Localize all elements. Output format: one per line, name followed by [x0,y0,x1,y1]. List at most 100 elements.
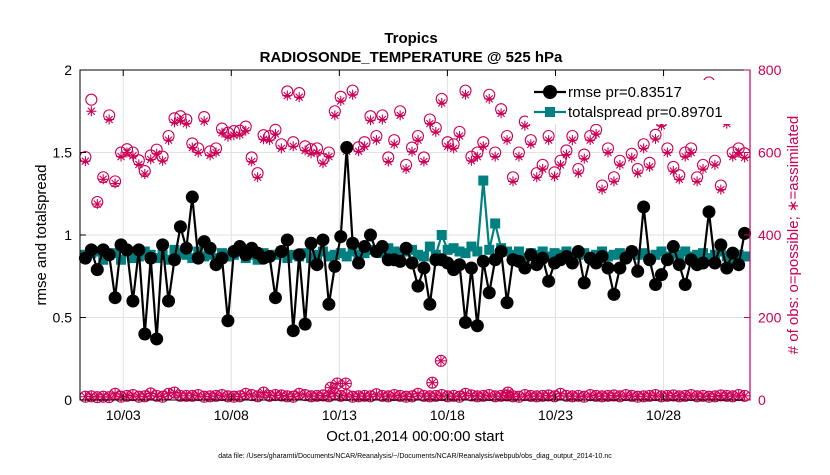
obs-assimilated-point [519,120,530,131]
rmse-point [470,319,484,333]
obs-assimilated-point [353,146,364,157]
totalspread-point [347,246,358,257]
rmse-point [132,243,146,257]
rmse-point [643,253,657,267]
obs-assimilated-extra-point [502,387,513,398]
totalspread-point [127,253,138,264]
obs-assimilated-low-point [686,390,697,401]
rmse-point [144,251,158,265]
obs-assimilated-low-point [650,390,661,401]
legend-spread-marker [545,107,555,117]
rmse-point [482,286,496,300]
rmse-point [696,256,710,270]
totalspread-point [656,246,667,257]
obs-assimilated-point [133,159,144,170]
rmse-layer [78,141,752,346]
totalspread-point [650,249,661,260]
obs-assimilated-point [662,147,673,158]
obs-assimilated-point [727,151,738,162]
totalspread-point [632,249,643,260]
rmse-point [84,243,98,257]
obs-assimilated-point [531,172,542,183]
rmse-point [126,294,140,308]
obs-assimilated-point [626,152,637,163]
totalspread-point [448,243,459,254]
totalspread-point [175,248,186,259]
obs-possible-extra-point [434,354,447,367]
obs-assimilated-point [573,168,584,179]
obs-assimilated-point [632,168,643,179]
x-tick-label: 10/18 [430,407,465,423]
totalspread-point [513,246,524,257]
totalspread-point [739,251,750,262]
rmse-point [702,205,716,219]
rmse-point [179,241,193,255]
rmse-point [417,261,431,275]
rmse-point [363,228,377,242]
legend-rmse-label: rmse pr=0.83517 [568,84,682,101]
totalspread-point [341,251,352,262]
obs-assimilated-point [507,176,518,187]
obs-assimilated-point [698,164,709,174]
obs-assimilated-point [294,92,305,103]
legend-rmse-marker [543,85,557,99]
obs-assimilated-point [418,156,429,167]
totalspread-point [472,246,483,257]
obs-assimilated-point [561,149,572,160]
obs-assimilated-low-point [300,390,311,401]
rmse-point [150,332,164,346]
obs-assimilated-point [389,139,400,150]
totalspread-point [116,254,127,265]
rmse-point [536,251,550,265]
y-tick-label-left: 1 [64,227,72,243]
obs-assimilated-extra-point [435,355,446,366]
rmse-point [542,274,556,288]
y-tick-label-left: 0 [64,392,72,408]
totalspread-point [490,218,501,229]
rmse-point [304,236,318,250]
rmse-point [340,141,354,155]
obs-assimilated-point [466,155,477,166]
rmse-point [292,248,306,262]
obs-assimilated-point [383,156,394,167]
obs-assimilated-point [401,164,412,174]
rmse-point [714,238,728,252]
obs-assimilated-point [513,151,524,162]
rmse-point [571,245,585,258]
rmse-line [84,147,746,340]
rmse-point [625,245,639,258]
y-tick-label-left: 0.5 [53,310,73,326]
totalspread-point [638,248,649,259]
rmse-point [672,258,686,272]
obs-assimilated-point [460,89,471,100]
rmse-point [102,248,116,262]
y-tick-label-right: 800 [758,62,782,78]
obs-assimilated-point [359,141,370,152]
obs-assimilated-point [603,147,614,158]
obs-assimilated-low-point [727,391,738,402]
totalspread-point [329,249,340,260]
rmse-point [654,268,668,282]
obs-assimilated-point [163,135,174,146]
totalspread-point [395,248,406,259]
rmse-point [352,256,366,270]
obs-assimilated-point [98,174,109,185]
rmse-point [298,317,312,331]
obs-assimilated-low-point [169,387,180,398]
obs-assimilated-point [264,135,275,146]
rmse-point [607,287,621,301]
totalspread-point [537,246,548,257]
obs-assimilated-point [502,135,513,146]
obs-assimilated-point [454,131,465,141]
rmse-point [405,256,419,270]
rmse-point [613,261,627,275]
totalspread-point [668,248,679,259]
rmse-point [524,248,538,262]
x-tick-label: 10/03 [106,407,141,423]
rmse-point [167,253,181,267]
rmse-point [631,264,645,278]
totalspread-point [282,253,293,264]
rmse-point [191,251,205,265]
obs-assimilated-point [270,128,281,139]
y-axis-label-right: # of obs: o=possible; ∗=assimilated [785,116,802,355]
